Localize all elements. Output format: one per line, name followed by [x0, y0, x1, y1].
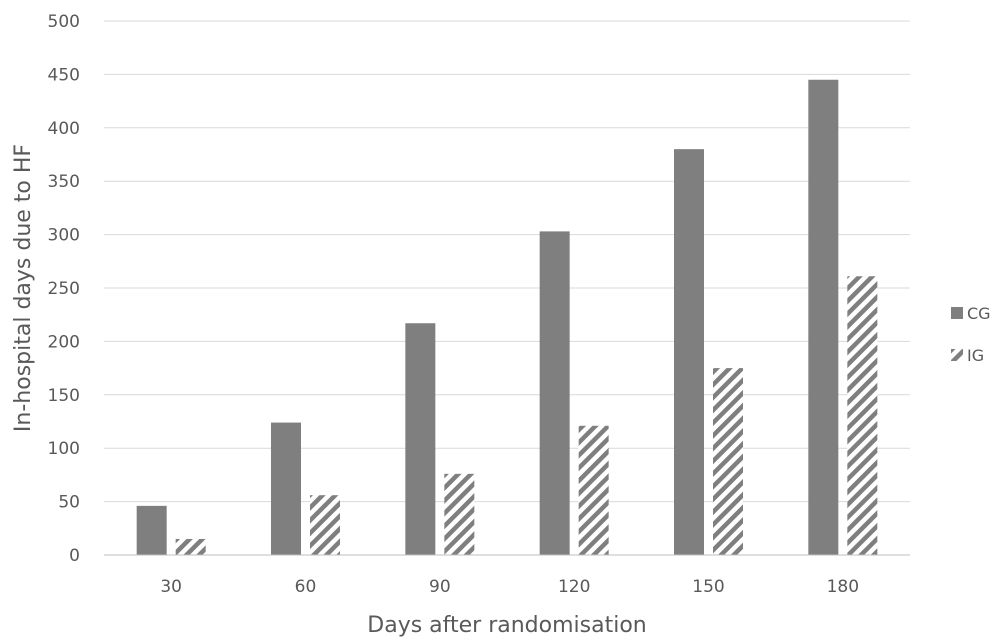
bars: [136, 79, 878, 556]
legend-swatch-ig: [951, 349, 963, 361]
y-tick-label: 50: [58, 493, 80, 513]
y-tick-label: 100: [48, 439, 80, 459]
bar-cg-150: [674, 149, 704, 555]
bar-ig-60: [310, 495, 340, 555]
y-axis-title: In-hospital days due to HF: [11, 144, 36, 432]
x-tick-label: 90: [429, 577, 451, 597]
x-tick-label: 120: [558, 577, 590, 597]
bar-cg-60: [271, 422, 301, 555]
y-tick-label: 400: [48, 119, 80, 139]
y-tick-label: 200: [48, 332, 80, 352]
x-tick-label: 30: [160, 577, 182, 597]
x-axis-ticks: 30 60 90 120 150 180: [160, 577, 859, 597]
x-tick-label: 60: [295, 577, 317, 597]
x-axis-title: Days after randomisation: [367, 613, 646, 638]
bar-cg-90: [405, 323, 436, 555]
bar-cg-180: [808, 79, 839, 556]
bar-ig-150: [713, 368, 743, 555]
bar-cg-30: [136, 505, 167, 555]
bar-ig-90: [444, 473, 475, 555]
y-tick-label: 0: [69, 546, 80, 566]
bar-ig-180: [847, 276, 878, 555]
y-axis-ticks: 0 50 100 150 200 250 300 350 400 450 500: [48, 12, 80, 566]
legend-label: CG: [967, 304, 991, 323]
gridlines: [104, 20, 910, 503]
legend-swatch-cg: [951, 307, 963, 319]
y-tick-label: 150: [48, 386, 80, 406]
bar-cg-120: [539, 231, 570, 555]
y-tick-label: 350: [48, 172, 80, 192]
x-tick-label: 180: [827, 577, 859, 597]
y-tick-label: 500: [48, 12, 80, 32]
bar-ig-120: [578, 425, 609, 555]
x-tick-label: 150: [692, 577, 724, 597]
legend: CG IG: [951, 304, 991, 365]
y-tick-label: 300: [48, 226, 80, 246]
y-tick-label: 450: [48, 65, 80, 85]
y-tick-label: 250: [48, 279, 80, 299]
bar-ig-30: [175, 538, 206, 555]
legend-label: IG: [967, 346, 984, 365]
